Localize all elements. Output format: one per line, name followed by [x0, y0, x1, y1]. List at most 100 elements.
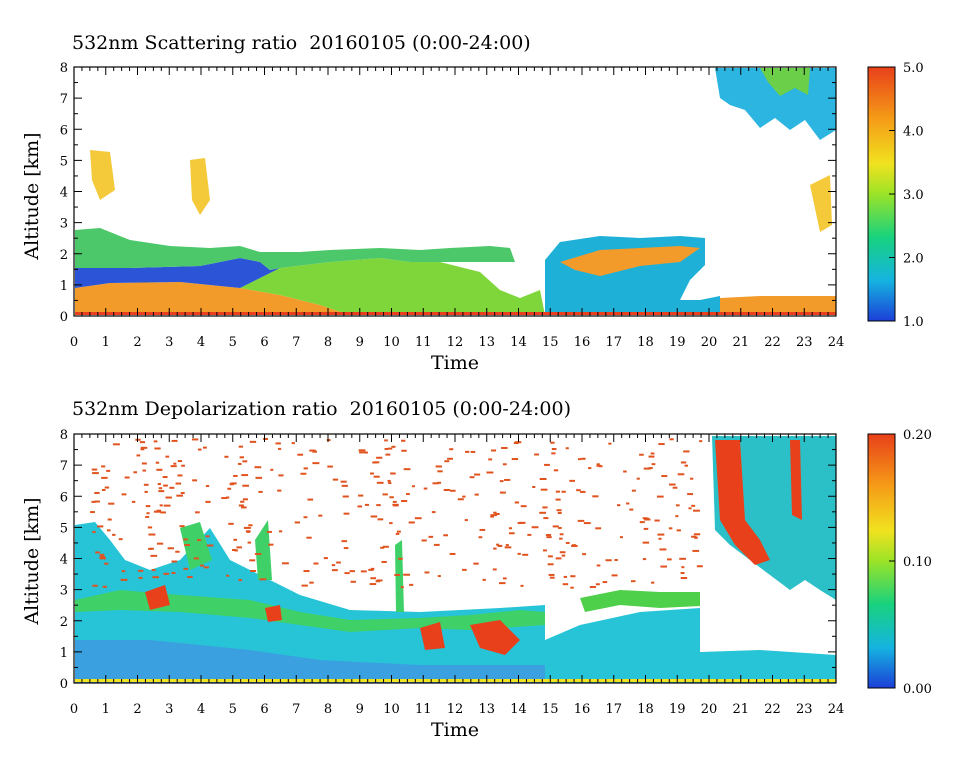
noise-speckle	[233, 474, 238, 477]
noise-speckle	[358, 494, 364, 497]
noise-speckle	[492, 568, 497, 571]
x-tick-label: 5	[229, 335, 237, 350]
noise-speckle	[543, 517, 549, 520]
noise-speckle	[100, 555, 105, 558]
scattering-y-ticks	[74, 66, 836, 317]
noise-speckle	[171, 560, 178, 563]
noise-speckle	[479, 528, 486, 531]
noise-speckle	[341, 540, 348, 543]
noise-speckle	[431, 511, 436, 514]
y-tick-label: 2	[60, 615, 68, 630]
noise-speckle	[681, 566, 685, 569]
noise-speckle	[392, 500, 397, 503]
noise-speckle	[246, 530, 251, 533]
scattering-evening-layer	[720, 296, 836, 315]
noise-speckle	[145, 515, 150, 518]
noise-speckle	[494, 512, 500, 515]
noise-speckle	[561, 490, 566, 493]
noise-speckle	[370, 515, 378, 518]
noise-speckle	[639, 521, 645, 524]
noise-speckle	[336, 561, 341, 564]
x-tick-label: 20	[701, 702, 718, 717]
noise-speckle	[672, 486, 678, 489]
noise-speckle	[583, 522, 591, 525]
noise-speckle	[167, 547, 175, 550]
noise-speckle	[259, 578, 267, 581]
noise-speckle	[563, 575, 568, 578]
noise-speckle	[278, 474, 284, 477]
scattering-cloud-top	[75, 228, 515, 270]
scattering-chart-title: 532nm Scattering ratio 20160105 (0:00-24…	[72, 32, 531, 54]
noise-speckle	[357, 505, 363, 508]
noise-speckle	[669, 438, 674, 441]
noise-speckle	[165, 455, 170, 458]
noise-speckle	[555, 490, 560, 493]
noise-speckle	[581, 457, 586, 460]
noise-speckle	[502, 463, 507, 466]
scattering-x-axis-label: Time	[431, 352, 479, 374]
noise-speckle	[409, 583, 414, 586]
noise-speckle	[644, 518, 651, 521]
x-tick-label: 1	[102, 335, 110, 350]
noise-speckle	[303, 516, 308, 519]
noise-speckle	[457, 498, 464, 501]
noise-speckle	[669, 483, 676, 486]
x-tick-label: 21	[732, 702, 749, 717]
colorbar-tick-label: 0.00	[903, 682, 932, 697]
noise-speckle	[691, 535, 697, 538]
noise-speckle	[131, 500, 136, 503]
noise-speckle	[170, 465, 177, 468]
noise-speckle	[656, 495, 664, 498]
noise-speckle	[658, 443, 665, 446]
noise-speckle	[403, 468, 411, 471]
depolarization-x-ticks	[73, 434, 837, 683]
noise-speckle	[675, 515, 679, 518]
x-tick-label: 4	[197, 702, 205, 717]
noise-speckle	[449, 448, 454, 451]
x-tick-label: 17	[605, 335, 622, 350]
noise-speckle	[291, 442, 295, 445]
noise-speckle	[94, 491, 100, 494]
noise-speckle	[112, 443, 120, 446]
noise-speckle	[331, 569, 338, 572]
noise-speckle	[650, 452, 655, 455]
noise-speckle	[107, 529, 111, 532]
noise-speckle	[239, 456, 244, 459]
noise-speckle	[443, 489, 451, 492]
noise-speckle	[608, 442, 612, 445]
x-tick-label: 10	[383, 702, 400, 717]
noise-speckle	[94, 500, 100, 503]
noise-speckle	[145, 505, 151, 508]
noise-speckle	[247, 541, 252, 544]
noise-speckle	[551, 452, 556, 455]
noise-speckle	[444, 460, 450, 463]
noise-speckle	[228, 522, 234, 525]
noise-speckle	[517, 521, 524, 524]
noise-speckle	[546, 536, 552, 539]
y-tick-label: 5	[60, 154, 68, 169]
noise-speckle	[401, 449, 407, 452]
noise-speckle	[636, 477, 640, 480]
scattering-mid-layer	[240, 258, 545, 315]
noise-speckle	[403, 573, 411, 576]
noise-speckle	[491, 449, 497, 452]
noise-speckle	[691, 504, 696, 507]
noise-speckle	[344, 572, 350, 575]
noise-speckle	[181, 464, 185, 467]
noise-speckle	[150, 554, 158, 557]
noise-speckle	[171, 439, 178, 442]
x-tick-label: 1	[102, 702, 110, 717]
noise-speckle	[312, 450, 317, 453]
noise-speckle	[332, 478, 339, 481]
noise-speckle	[558, 526, 562, 529]
noise-speckle	[169, 486, 175, 489]
noise-speckle	[504, 546, 512, 549]
noise-speckle	[643, 467, 651, 470]
noise-speckle	[629, 508, 634, 511]
colorbar-tick-label: 0.20	[903, 428, 932, 443]
x-tick-label: 12	[447, 702, 464, 717]
noise-speckle	[659, 548, 667, 551]
noise-speckle	[108, 502, 115, 505]
noise-speckle	[195, 511, 200, 514]
x-tick-label: 12	[447, 335, 464, 350]
